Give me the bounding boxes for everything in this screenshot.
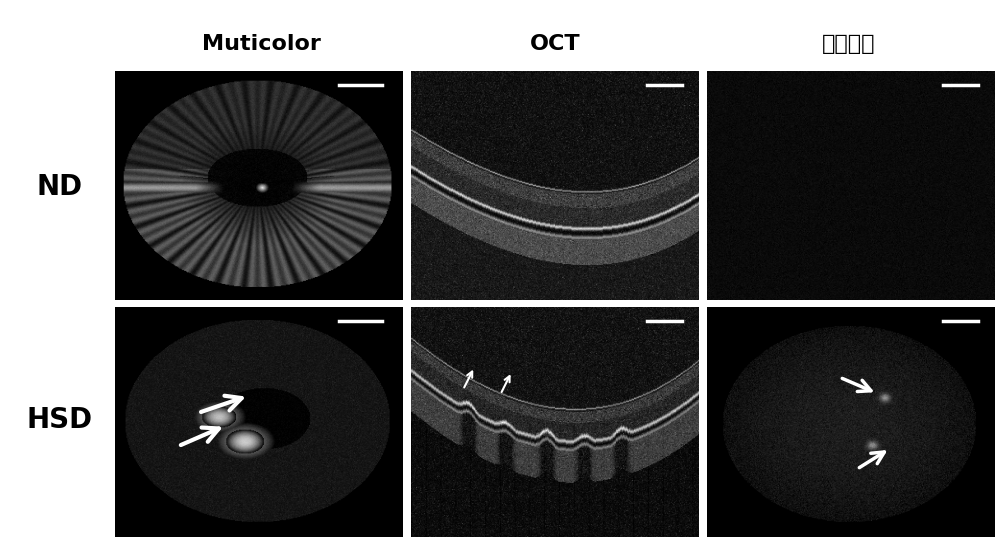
Text: HSD: HSD [27, 407, 93, 434]
Text: ND: ND [37, 173, 83, 201]
Text: OCT: OCT [530, 34, 580, 54]
Text: 自发荧光: 自发荧光 [822, 34, 875, 54]
Text: Muticolor: Muticolor [202, 34, 321, 54]
